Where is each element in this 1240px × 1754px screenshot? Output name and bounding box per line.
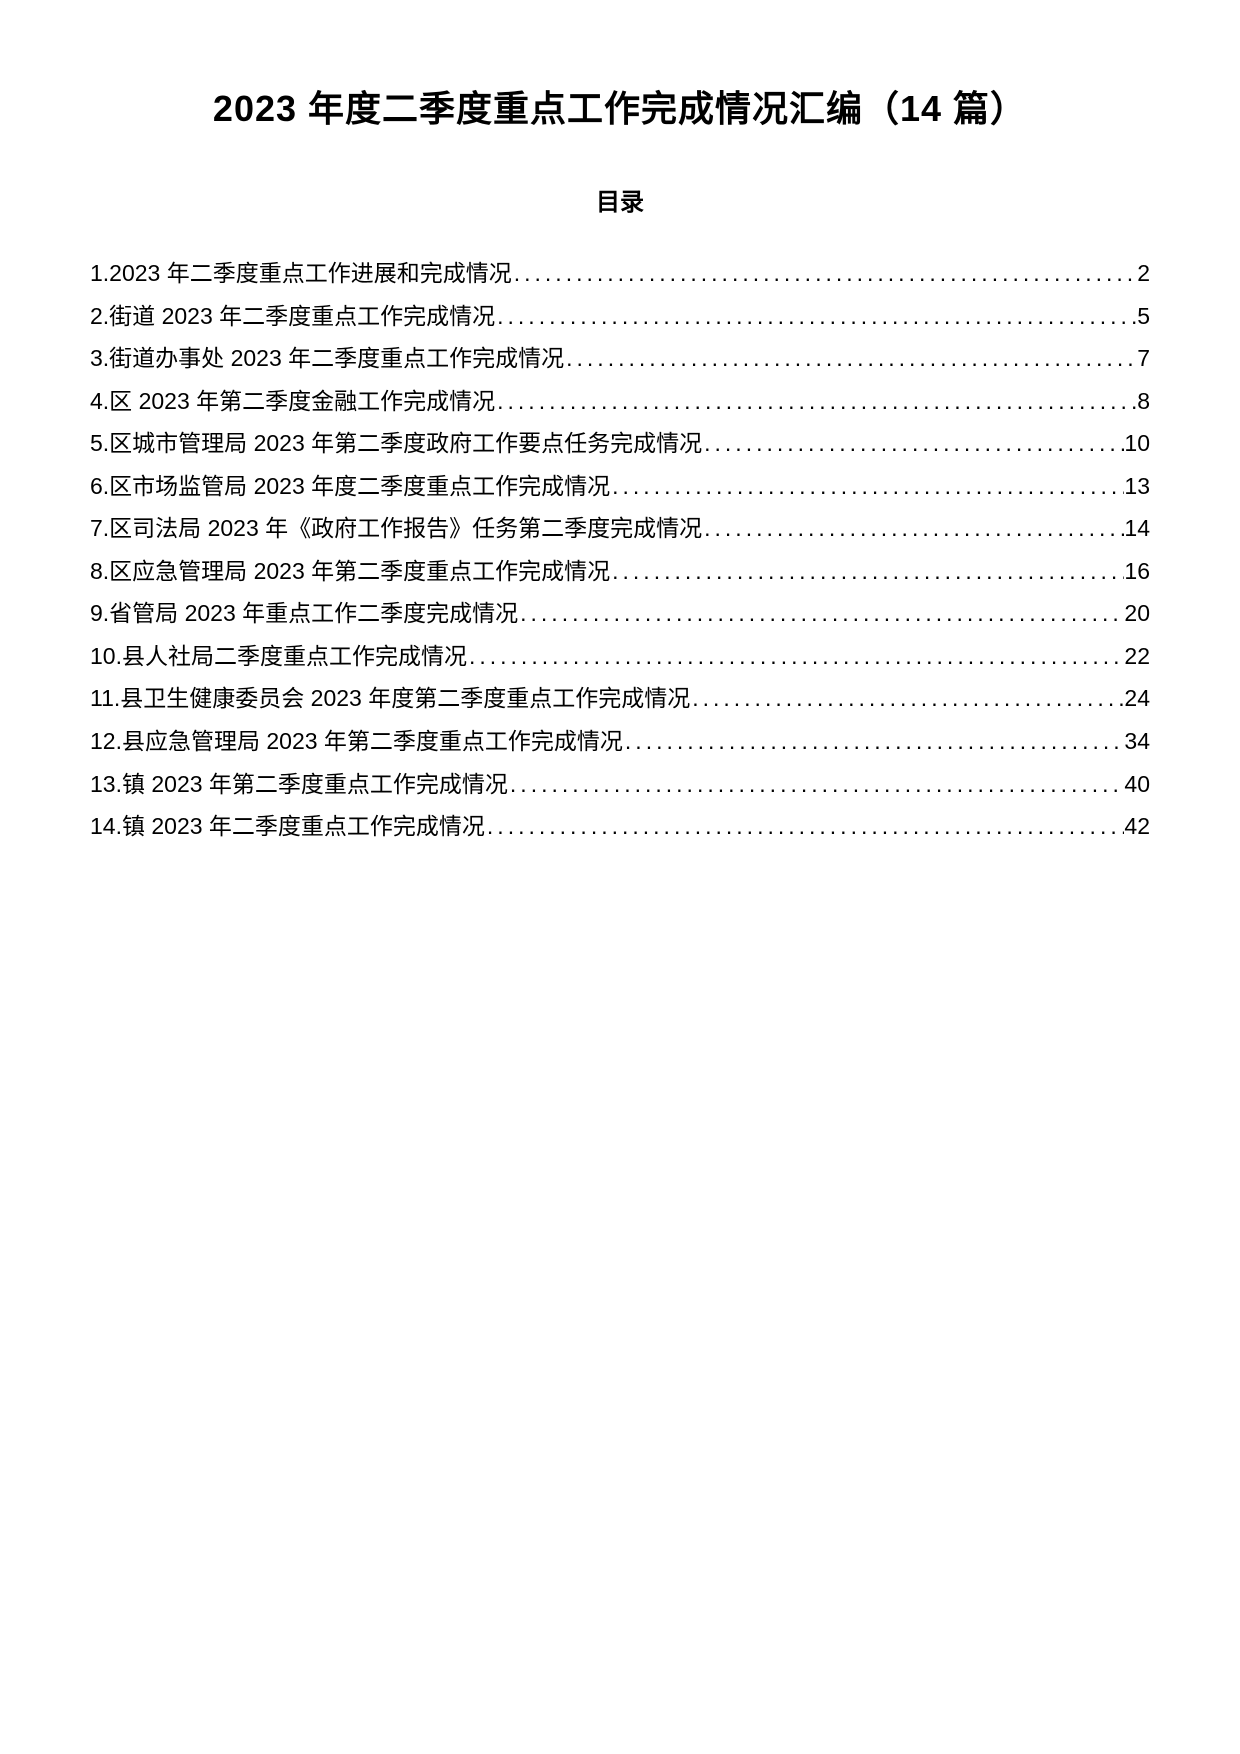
toc-dots — [702, 507, 1124, 550]
toc-dots — [518, 592, 1124, 635]
toc-item: 6.区市场监管局 2023 年度二季度重点工作完成情况 13 — [90, 465, 1150, 508]
toc-item-page: 16 — [1124, 550, 1150, 593]
toc-item: 11.县卫生健康委员会 2023 年度第二季度重点工作完成情况 24 — [90, 677, 1150, 720]
toc-item-label: 8.区应急管理局 2023 年第二季度重点工作完成情况 — [90, 550, 610, 593]
toc-item-label: 10.县人社局二季度重点工作完成情况 — [90, 635, 467, 678]
toc-item: 9.省管局 2023 年重点工作二季度完成情况 20 — [90, 592, 1150, 635]
toc-item: 7.区司法局 2023 年《政府工作报告》任务第二季度完成情况 14 — [90, 507, 1150, 550]
toc-item-page: 42 — [1124, 805, 1150, 848]
toc-item: 3.街道办事处 2023 年二季度重点工作完成情况 7 — [90, 337, 1150, 380]
toc-dots — [485, 805, 1124, 848]
toc-item-label: 4.区 2023 年第二季度金融工作完成情况 — [90, 380, 495, 423]
toc-item: 4.区 2023 年第二季度金融工作完成情况 8 — [90, 380, 1150, 423]
toc-item-label: 11.县卫生健康委员会 2023 年度第二季度重点工作完成情况 — [90, 677, 690, 720]
toc-item-label: 7.区司法局 2023 年《政府工作报告》任务第二季度完成情况 — [90, 507, 702, 550]
toc-item-label: 3.街道办事处 2023 年二季度重点工作完成情况 — [90, 337, 564, 380]
toc-dots — [690, 677, 1124, 720]
toc-item-label: 1.2023 年二季度重点工作进展和完成情况 — [90, 252, 512, 295]
toc-item-page: 8 — [1137, 380, 1150, 423]
toc-dots — [512, 252, 1137, 295]
toc-item: 8.区应急管理局 2023 年第二季度重点工作完成情况 16 — [90, 550, 1150, 593]
toc-dots — [610, 550, 1124, 593]
document-title: 2023 年度二季度重点工作完成情况汇编（14 篇） — [90, 80, 1150, 132]
toc-item: 10.县人社局二季度重点工作完成情况 22 — [90, 635, 1150, 678]
toc-dots — [702, 422, 1124, 465]
toc-item-page: 24 — [1124, 677, 1150, 720]
toc-dots — [495, 380, 1137, 423]
toc-item-page: 5 — [1137, 295, 1150, 338]
toc-item-label: 12.县应急管理局 2023 年第二季度重点工作完成情况 — [90, 720, 623, 763]
toc-item: 2.街道 2023 年二季度重点工作完成情况 5 — [90, 295, 1150, 338]
toc-item-label: 13.镇 2023 年第二季度重点工作完成情况 — [90, 763, 508, 806]
toc-item-page: 34 — [1124, 720, 1150, 763]
toc-item-page: 40 — [1124, 763, 1150, 806]
toc-item: 13.镇 2023 年第二季度重点工作完成情况 40 — [90, 763, 1150, 806]
toc-dots — [508, 763, 1124, 806]
toc-item-page: 7 — [1137, 337, 1150, 380]
toc-item-page: 2 — [1137, 252, 1150, 295]
toc-item-label: 2.街道 2023 年二季度重点工作完成情况 — [90, 295, 495, 338]
toc-item-label: 9.省管局 2023 年重点工作二季度完成情况 — [90, 592, 518, 635]
toc-item-label: 5.区城市管理局 2023 年第二季度政府工作要点任务完成情况 — [90, 422, 702, 465]
toc-item: 12.县应急管理局 2023 年第二季度重点工作完成情况 34 — [90, 720, 1150, 763]
toc-dots — [610, 465, 1124, 508]
toc-item-label: 14.镇 2023 年二季度重点工作完成情况 — [90, 805, 485, 848]
toc-dots — [495, 295, 1137, 338]
toc-item-page: 22 — [1124, 635, 1150, 678]
toc-dots — [564, 337, 1137, 380]
toc-dots — [623, 720, 1124, 763]
toc-item: 14.镇 2023 年二季度重点工作完成情况 42 — [90, 805, 1150, 848]
toc-item-page: 20 — [1124, 592, 1150, 635]
toc-dots — [467, 635, 1124, 678]
toc-list: 1.2023 年二季度重点工作进展和完成情况 2 2.街道 2023 年二季度重… — [90, 252, 1150, 848]
toc-item-page: 10 — [1124, 422, 1150, 465]
toc-item: 5.区城市管理局 2023 年第二季度政府工作要点任务完成情况 10 — [90, 422, 1150, 465]
toc-item-label: 6.区市场监管局 2023 年度二季度重点工作完成情况 — [90, 465, 610, 508]
toc-item-page: 13 — [1124, 465, 1150, 508]
toc-item: 1.2023 年二季度重点工作进展和完成情况 2 — [90, 252, 1150, 295]
toc-item-page: 14 — [1124, 507, 1150, 550]
toc-heading: 目录 — [90, 182, 1150, 217]
